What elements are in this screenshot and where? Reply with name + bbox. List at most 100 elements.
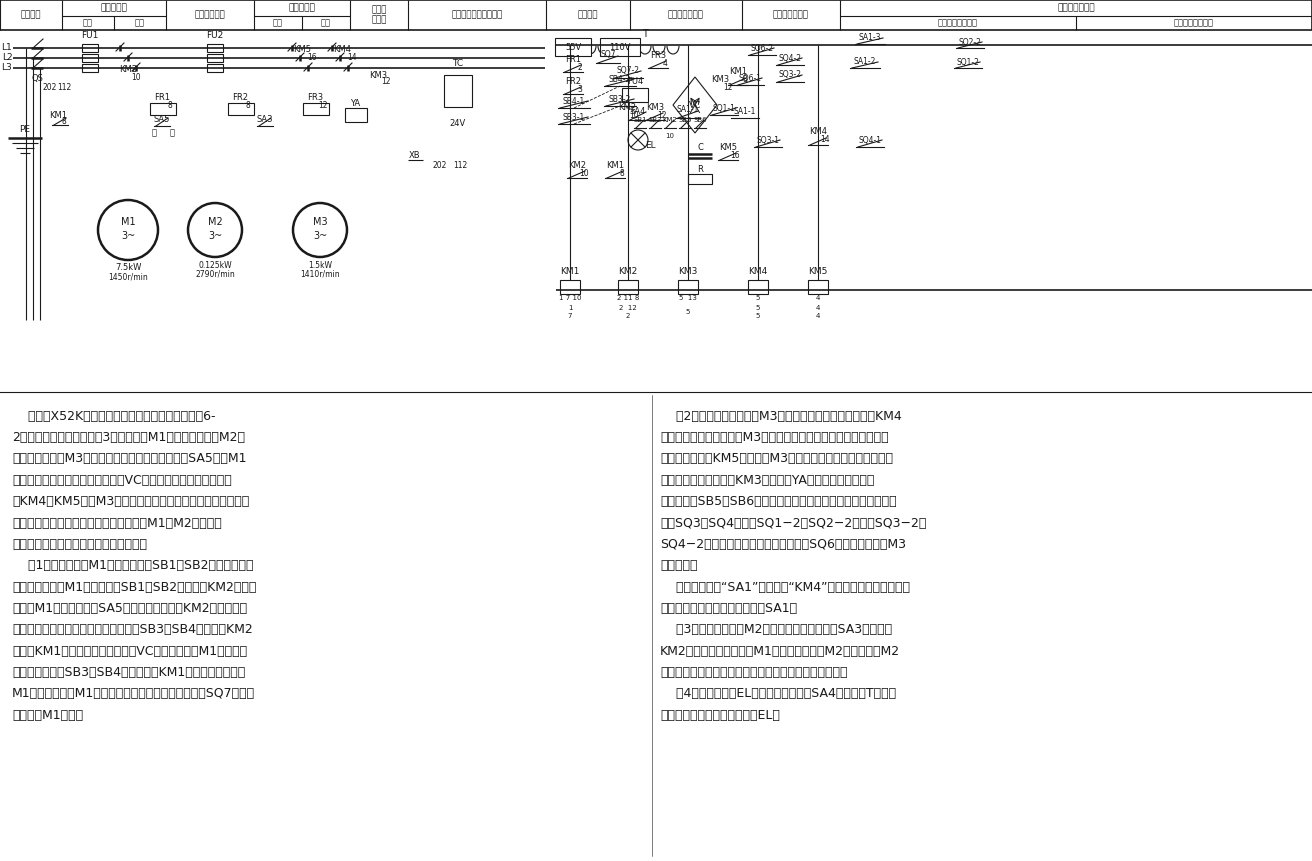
Text: 12: 12 [319, 101, 328, 109]
Bar [207, 44, 223, 52]
Text: 202: 202 [433, 160, 447, 170]
Text: YA: YA [350, 98, 359, 108]
Text: SQ6-2: SQ6-2 [750, 44, 774, 53]
Text: M3: M3 [312, 217, 327, 227]
Text: KM3: KM3 [678, 268, 698, 276]
Text: 动作。控制电路分为几部分，主要如下：: 动作。控制电路分为几部分，主要如下： [12, 538, 147, 551]
Text: 通过冷却泵和管道供给切削时的冷却液，进行加工冷却。: 通过冷却泵和管道供给切削时的冷却液，进行加工冷却。 [660, 666, 848, 679]
Bar [560, 280, 580, 294]
Bar [207, 64, 223, 72]
Text: FR2: FR2 [232, 94, 248, 102]
Bar [345, 108, 367, 122]
Text: SQ7: SQ7 [601, 51, 615, 59]
Text: 向右、前、下进给: 向右、前、下进给 [938, 18, 977, 28]
Text: 工作台进给运动: 工作台进给运动 [1057, 3, 1094, 13]
Text: KM1: KM1 [606, 160, 625, 170]
Bar [303, 103, 329, 115]
Text: SA1-3: SA1-3 [859, 34, 882, 42]
Text: KM3: KM3 [646, 103, 664, 113]
Text: SQ3-1: SQ3-1 [757, 135, 779, 145]
Text: QS: QS [31, 73, 43, 83]
Text: KM1: KM1 [560, 268, 580, 276]
Text: （4）机床照明灯EL的控制。合上开关SA4，变压器T将电源: （4）机床照明灯EL的控制。合上开关SA4，变压器T将电源 [660, 687, 896, 700]
Text: 16: 16 [731, 151, 740, 159]
Text: 14: 14 [348, 53, 357, 63]
Text: SQ6-1: SQ6-1 [739, 73, 761, 83]
Text: 反转: 反转 [321, 18, 331, 28]
Text: 反: 反 [169, 128, 174, 138]
Text: KM2吸合时，主轴电动机M1和冷却泵电动机M2同时起动，M2: KM2吸合时，主轴电动机M1和冷却泵电动机M2同时起动，M2 [660, 645, 900, 658]
Text: 正: 正 [151, 128, 156, 138]
Text: KM3: KM3 [369, 71, 387, 79]
Text: 的正、反向运转，并由桥式整流器VC供给直流能耗制动，由接触: 的正、反向运转，并由桥式整流器VC供给直流能耗制动，由接触 [12, 474, 232, 486]
Text: TC: TC [453, 59, 463, 67]
Text: SB3-2: SB3-2 [609, 96, 631, 104]
Text: 10: 10 [131, 73, 140, 83]
Text: 16: 16 [307, 53, 316, 63]
Bar [207, 54, 223, 62]
Text: 2790r/min: 2790r/min [195, 269, 235, 278]
Text: 1 7 10: 1 7 10 [559, 295, 581, 301]
Text: 2 11 8: 2 11 8 [617, 295, 639, 301]
Text: 202: 202 [43, 84, 58, 92]
Text: FU1: FU1 [81, 30, 98, 40]
Text: KM1: KM1 [49, 110, 67, 120]
Text: VC: VC [689, 101, 701, 109]
Text: SQ1-1: SQ1-1 [712, 103, 736, 113]
Text: 正转: 正转 [83, 18, 93, 28]
Text: SA1-2: SA1-2 [854, 58, 876, 66]
Text: 5  13: 5 13 [680, 295, 697, 301]
Text: FR3: FR3 [307, 94, 323, 102]
Text: （3）冷却泵电动机M2的控制。接通转换开关SA3，接触器: （3）冷却泵电动机M2的控制。接通转换开关SA3，接触器 [660, 623, 892, 636]
Text: KM5: KM5 [808, 268, 828, 276]
Bar [81, 44, 98, 52]
Text: 10: 10 [630, 112, 639, 121]
Text: SQ4−2串联，可防止误操作。行程开关SQ6短时压合，可使M3: SQ4−2串联，可防止误操作。行程开关SQ6短时压合，可使M3 [660, 538, 907, 551]
Text: 起动主轴电动机: 起动主轴电动机 [668, 10, 705, 20]
Text: 3~: 3~ [121, 231, 135, 241]
Text: 8: 8 [619, 169, 625, 177]
Text: 所示为X52K立式升降台鸣床电气控制电路。在图6-: 所示为X52K立式升降台鸣床电气控制电路。在图6- [12, 410, 215, 423]
Text: SA1-1: SA1-1 [733, 108, 756, 116]
Text: SQ4-1: SQ4-1 [858, 135, 882, 145]
Text: KM5: KM5 [719, 144, 737, 152]
Text: 24V: 24V [450, 119, 466, 127]
Text: 2: 2 [577, 64, 583, 72]
Text: 3~: 3~ [207, 231, 222, 241]
Text: T: T [642, 29, 648, 39]
Text: 1450r/min: 1450r/min [108, 272, 148, 282]
Circle shape [628, 130, 648, 150]
Bar [0, 0, 1312, 30]
Bar [81, 54, 98, 62]
Text: L1: L1 [1, 44, 12, 53]
Text: 冷却泵电动机: 冷却泵电动机 [194, 10, 226, 20]
Text: SA4: SA4 [630, 108, 647, 116]
Text: 2  12
2: 2 12 2 [619, 306, 636, 319]
Text: L2: L2 [1, 53, 12, 63]
Text: 0.125kW: 0.125kW [198, 261, 232, 269]
Text: 正转: 正转 [273, 18, 283, 28]
Text: 12: 12 [723, 84, 732, 92]
Text: SB2: SB2 [648, 117, 661, 123]
Text: SB4-1: SB4-1 [563, 97, 585, 107]
Text: 后或向上进给，接触器KM3和电磁铁YA吸合时，工作台快速: 后或向上进给，接触器KM3和电磁铁YA吸合时，工作台快速 [660, 474, 874, 486]
Text: 自锁，M1起动，方向由SA5选定。同时接触器KM2的常开触头: 自锁，M1起动，方向由SA5选定。同时接触器KM2的常开触头 [12, 602, 247, 615]
Text: KM2: KM2 [618, 103, 636, 113]
Text: KM2: KM2 [663, 117, 677, 123]
Bar [81, 64, 98, 72]
Text: 制动。松开按鈕SB3或SB4时，接触器KM1释放，主轴电动机: 制动。松开按鈕SB3或SB4时，接触器KM1释放，主轴电动机 [12, 666, 245, 679]
Text: 12: 12 [382, 77, 391, 86]
Text: 4: 4 [816, 295, 820, 301]
Text: M1的制动结束，M1停止转动。变速时，接通行程开关SQ7，使主: M1的制动结束，M1停止转动。变速时，接通行程开关SQ7，使主 [12, 687, 255, 700]
Text: 电压降为安全电压供给照明灯EL。: 电压降为安全电压供给照明灯EL。 [660, 709, 779, 722]
Text: FR1: FR1 [565, 55, 581, 65]
Text: M2: M2 [207, 217, 222, 227]
Text: KM4: KM4 [748, 268, 768, 276]
Bar [600, 38, 640, 56]
Text: 向左、后、上进给: 向左、后、上进给 [1174, 18, 1214, 28]
Text: KM2: KM2 [568, 160, 586, 170]
Text: SB6: SB6 [693, 117, 707, 123]
Text: FR3: FR3 [649, 51, 666, 59]
Text: 电源开关: 电源开关 [21, 10, 41, 20]
Text: FU2: FU2 [206, 30, 223, 40]
